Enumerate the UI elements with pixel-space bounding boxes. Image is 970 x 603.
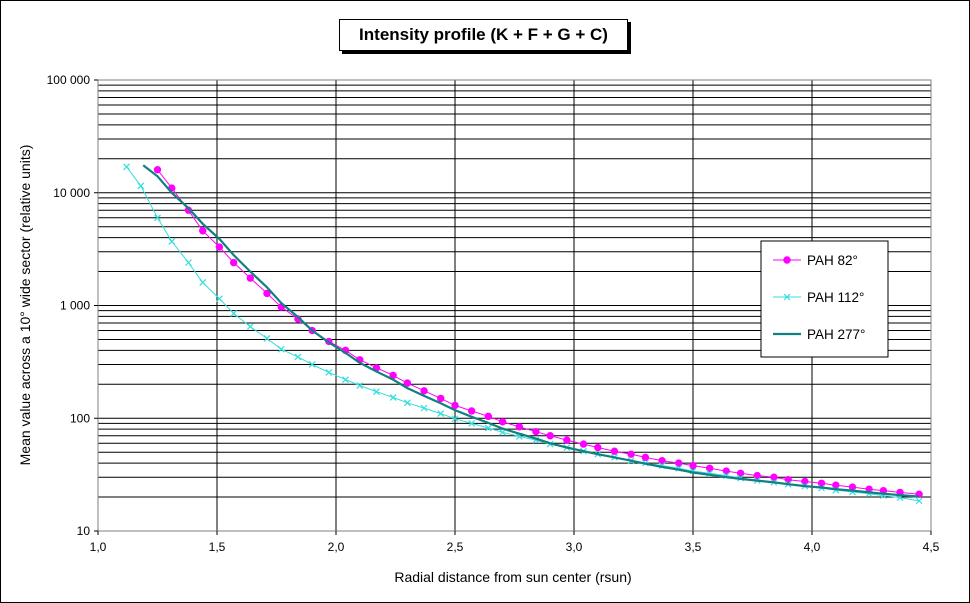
- y-tick-label: 100 000: [47, 73, 91, 87]
- series-group: [123, 163, 923, 505]
- data-point: [308, 361, 316, 368]
- data-point: [468, 419, 476, 427]
- data-point: [563, 436, 571, 444]
- data-point: [420, 404, 428, 412]
- data-point: [498, 418, 507, 426]
- data-point: [277, 345, 285, 353]
- x-tick-label: 2,5: [447, 540, 464, 554]
- data-point: [610, 447, 619, 455]
- data-point: [294, 353, 302, 361]
- legend-label: PAH 277°: [807, 327, 865, 342]
- data-point: [736, 469, 745, 477]
- data-point: [515, 423, 523, 431]
- data-point: [199, 279, 207, 286]
- series-0: [153, 166, 923, 498]
- data-point: [675, 459, 683, 467]
- data-point: [246, 274, 255, 282]
- data-point: [263, 335, 271, 342]
- data-point: [467, 407, 476, 415]
- data-point: [770, 473, 778, 481]
- x-tick-label: 1,0: [90, 540, 107, 554]
- y-tick-label: 10: [77, 524, 91, 538]
- data-point: [215, 295, 223, 303]
- data-point: [154, 214, 161, 222]
- legend-entry: PAH 277°: [773, 327, 865, 342]
- data-point: [451, 401, 459, 410]
- legend-entry: PAH 112°: [773, 290, 864, 305]
- data-point: [185, 259, 192, 267]
- x-tick-label: 4,5: [923, 540, 940, 554]
- y-axis-ticks: 10 100 1 000 10 000 100 000: [47, 73, 98, 538]
- data-point: [532, 427, 540, 436]
- x-tick-label: 1,5: [209, 540, 226, 554]
- data-point: [123, 163, 130, 171]
- data-point: [420, 387, 428, 395]
- series-2: [142, 164, 920, 498]
- data-point: [784, 476, 792, 484]
- y-tick-label: 1 000: [60, 299, 90, 313]
- data-point: [325, 368, 333, 376]
- data-point: [230, 310, 238, 317]
- data-point: [484, 424, 492, 432]
- y-tick-label: 10 000: [53, 186, 90, 200]
- data-point: [403, 379, 412, 387]
- data-point: [753, 471, 761, 480]
- data-point: [801, 477, 809, 486]
- y-tick-label: 100: [70, 411, 90, 425]
- data-point: [263, 289, 271, 298]
- data-point: [246, 323, 254, 331]
- data-point: [229, 258, 238, 267]
- data-point: [627, 450, 635, 458]
- x-axis-title: Radial distance from sun center (rsun): [394, 569, 631, 585]
- x-tick-label: 4,0: [804, 540, 821, 554]
- data-point: [437, 394, 445, 403]
- data-point: [546, 432, 554, 440]
- data-point: [342, 376, 349, 384]
- legend-entry: PAH 82°: [773, 253, 858, 268]
- series-line: [142, 164, 920, 498]
- legend-label: PAH 112°: [807, 290, 864, 305]
- data-point: [437, 410, 445, 418]
- data-point: [579, 440, 588, 448]
- data-point: [722, 467, 731, 475]
- data-point: [705, 464, 714, 472]
- data-point: [594, 443, 602, 452]
- data-point: [215, 243, 224, 251]
- data-point: [915, 497, 923, 505]
- data-point: [484, 412, 493, 421]
- data-point: [153, 166, 162, 174]
- data-point: [356, 382, 364, 389]
- data-point: [389, 394, 397, 401]
- data-point: [689, 461, 697, 470]
- legend-marker: [783, 293, 791, 301]
- data-point: [658, 457, 666, 465]
- x-tick-label: 3,5: [685, 540, 702, 554]
- data-point: [168, 238, 176, 245]
- data-point: [641, 453, 650, 462]
- legend-label: PAH 82°: [807, 253, 858, 268]
- y-axis-title: Mean value across a 10° wide sector (rel…: [17, 145, 33, 466]
- legend: PAH 82° PAH 112° PAH 277°: [760, 240, 889, 358]
- data-point: [199, 227, 207, 235]
- chart-title: Intensity profile (K + F + G + C): [339, 19, 628, 51]
- data-point: [451, 415, 459, 423]
- data-point: [403, 399, 411, 407]
- x-tick-label: 3,0: [566, 540, 583, 554]
- legend-marker: [783, 256, 791, 264]
- data-point: [373, 388, 380, 396]
- x-axis-ticks: 1,0 1,5 2,0 2,5 3,0 3,5 4,0 4,5: [90, 531, 940, 554]
- data-point: [137, 182, 145, 190]
- x-tick-label: 2,0: [328, 540, 345, 554]
